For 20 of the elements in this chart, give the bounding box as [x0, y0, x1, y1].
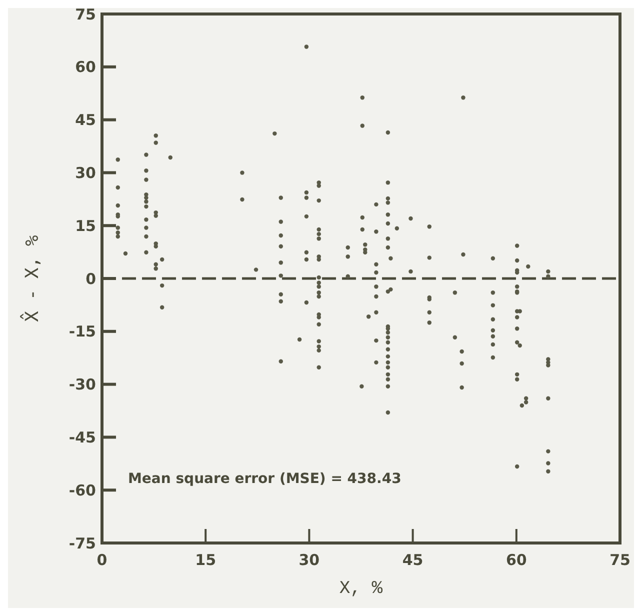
- y-tick-label: -15: [68, 322, 96, 341]
- y-tick-label: -30: [68, 376, 96, 394]
- x-tick-label: 30: [298, 551, 320, 569]
- x-tick-label: 45: [402, 551, 424, 569]
- y-tick-label: 60: [75, 58, 96, 76]
- y-tick-label: -75: [68, 534, 96, 552]
- y-tick-label: 0: [86, 270, 96, 288]
- x-tick-label: 15: [195, 551, 216, 569]
- x-tick-label: 75: [610, 551, 630, 569]
- annotation: Mean square error (MSE) = 438.43: [128, 471, 402, 487]
- y-tick-label: -45: [68, 428, 96, 446]
- y-tick-label: 30: [75, 164, 96, 182]
- x-axis-title: X, %: [339, 579, 383, 599]
- x-tick-label: 0: [96, 551, 108, 569]
- x-tick-label: 60: [506, 551, 527, 569]
- y-tick-label: 15: [75, 216, 96, 235]
- y-axis-title: X̂ - X, %: [20, 234, 43, 322]
- y-tick-label: 45: [75, 111, 96, 130]
- y-tick-label: -60: [68, 481, 96, 500]
- y-tick-label: 75: [75, 5, 96, 24]
